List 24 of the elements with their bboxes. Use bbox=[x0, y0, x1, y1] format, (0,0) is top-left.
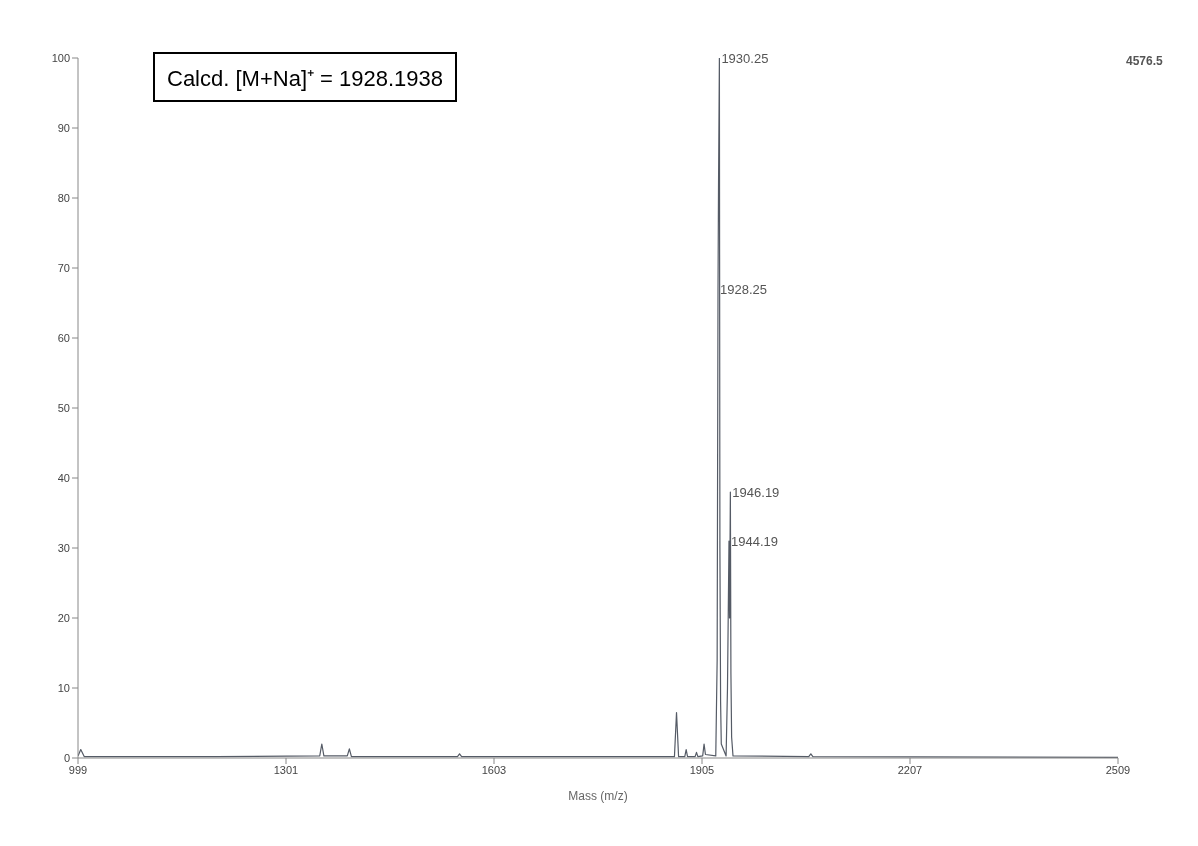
y-tick-label: 50 bbox=[57, 401, 70, 414]
annotation: 1946.19 bbox=[732, 484, 780, 500]
y-tick-label: 70 bbox=[57, 261, 70, 274]
annotation: 1928.25 bbox=[720, 281, 768, 297]
y-tick-label: 20 bbox=[57, 611, 70, 624]
x-tick-label: 999 bbox=[68, 763, 88, 776]
annotation: 1944.19 bbox=[730, 533, 778, 549]
annotation: 1930.25 bbox=[721, 50, 769, 66]
y-tick-label: 90 bbox=[57, 121, 70, 134]
x-tick-label: 2207 bbox=[897, 763, 923, 776]
text: 4576.5 bbox=[1126, 54, 1163, 68]
x-tick-label: 1905 bbox=[689, 763, 715, 776]
x-axis-title: Mass (m/z) bbox=[568, 789, 628, 803]
x-tick-label: 2509 bbox=[1105, 763, 1131, 776]
x-tick-label: 1603 bbox=[481, 763, 507, 776]
annotation: Calcd. [M+Na]⁺ = 1928.1938 bbox=[153, 52, 458, 102]
y-tick-label: 10 bbox=[57, 681, 70, 694]
y-tick-label: 30 bbox=[57, 541, 70, 554]
y-tick-label: 40 bbox=[57, 471, 70, 484]
y-tick-label: 0 bbox=[63, 751, 70, 764]
x-tick-label: 1301 bbox=[273, 763, 299, 776]
y-tick-label: 60 bbox=[57, 331, 70, 344]
y-tick-label: 80 bbox=[57, 191, 70, 204]
y-tick-label: 100 bbox=[51, 51, 70, 64]
